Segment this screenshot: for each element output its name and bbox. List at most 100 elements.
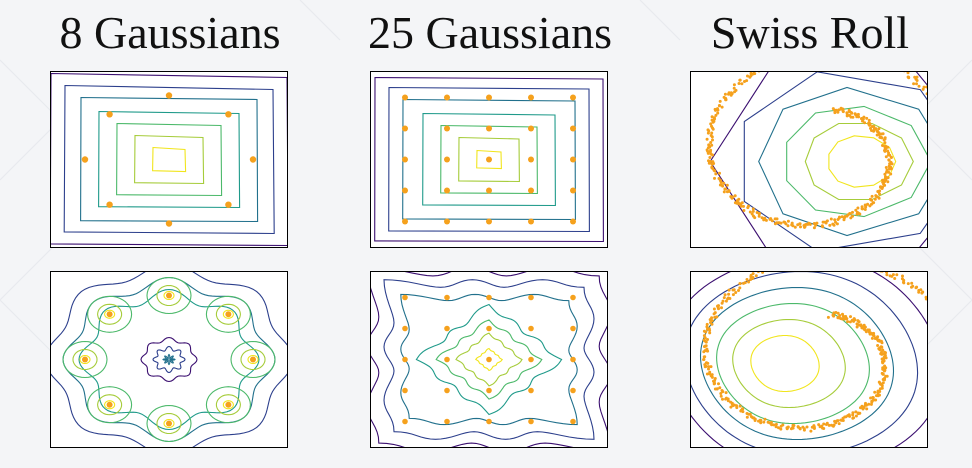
contour-line (140, 336, 198, 383)
data-point (738, 404, 742, 408)
data-point (725, 183, 729, 187)
data-point (106, 201, 113, 208)
data-point (858, 212, 862, 216)
data-point (883, 149, 887, 153)
data-point (798, 426, 802, 430)
data-point (721, 397, 724, 401)
data-point (919, 288, 923, 292)
data-point (760, 216, 764, 220)
data-point (735, 406, 739, 410)
data-point (824, 221, 828, 225)
data-point (106, 401, 113, 408)
contour-line (476, 149, 502, 170)
data-point (402, 387, 408, 394)
data-point (718, 386, 722, 390)
data-point (738, 78, 742, 82)
plot-background (690, 271, 928, 448)
data-point (789, 427, 793, 431)
plot-frame (50, 271, 288, 448)
plot-frame (50, 71, 288, 248)
data-point (889, 156, 893, 159)
data-point (843, 215, 847, 218)
data-point (741, 407, 744, 411)
data-point (707, 367, 710, 371)
data-point (705, 347, 709, 351)
contour-line (435, 319, 543, 400)
data-point (740, 82, 744, 86)
data-point (707, 129, 711, 133)
data-point (720, 389, 724, 392)
data-point (702, 334, 706, 338)
data-point (707, 143, 711, 147)
contour-line (97, 394, 123, 416)
contour-line (205, 386, 251, 424)
data-point (863, 325, 867, 329)
data-point (878, 192, 881, 196)
data-point (250, 356, 256, 363)
panel-25-gaussians-bottom (370, 271, 608, 448)
data-point (764, 218, 768, 222)
data-point (713, 377, 717, 380)
contour-line (87, 295, 133, 333)
data-point (826, 315, 830, 319)
data-point (486, 218, 492, 225)
data-point (749, 273, 753, 277)
panel-8-gaussians-bottom (50, 271, 288, 448)
data-point (724, 98, 728, 102)
contour-line (732, 318, 846, 409)
data-point (166, 292, 172, 299)
data-point (723, 293, 727, 297)
contour-line (240, 348, 266, 371)
data-point (851, 416, 855, 420)
data-point (713, 311, 717, 315)
data-point (732, 288, 736, 292)
data-point (722, 181, 726, 185)
data-point (887, 170, 891, 174)
data-point (486, 187, 492, 194)
data-point (225, 201, 232, 208)
data-point (876, 344, 880, 347)
data-point (881, 180, 885, 184)
panel-25-gaussians-top (370, 71, 608, 248)
data-point (845, 111, 849, 115)
data-point (727, 189, 731, 193)
contour-line (440, 124, 538, 195)
title-25-gaussians: 25 Gaussians (367, 7, 613, 58)
data-point (884, 147, 888, 151)
data-point (721, 299, 725, 303)
data-point (907, 75, 911, 79)
data-point (891, 273, 895, 277)
data-point (402, 156, 408, 163)
data-point (729, 400, 733, 404)
data-point (710, 166, 714, 170)
data-point (791, 224, 795, 228)
data-point (486, 156, 492, 163)
data-point (570, 418, 576, 425)
data-point (867, 328, 871, 332)
data-point (486, 94, 492, 101)
contour-line (98, 110, 241, 209)
data-point (785, 426, 789, 430)
data-point (772, 423, 776, 427)
data-point (855, 210, 859, 214)
data-point (709, 141, 713, 144)
data-point (841, 419, 845, 422)
data-point (889, 172, 893, 176)
contour-line (87, 386, 133, 424)
data-point (796, 223, 800, 227)
plot-swiss-roll-bottom (690, 271, 928, 448)
data-point (875, 133, 879, 137)
data-point (871, 396, 875, 399)
data-point (854, 208, 858, 212)
data-point (703, 365, 707, 369)
data-point (729, 405, 733, 409)
data-point (888, 153, 892, 157)
data-point (831, 424, 835, 428)
data-point (528, 125, 534, 132)
data-point (884, 155, 888, 159)
data-point (840, 107, 844, 111)
data-point (717, 177, 721, 180)
data-point (739, 409, 743, 413)
data-point (402, 94, 408, 101)
data-point (570, 94, 576, 101)
